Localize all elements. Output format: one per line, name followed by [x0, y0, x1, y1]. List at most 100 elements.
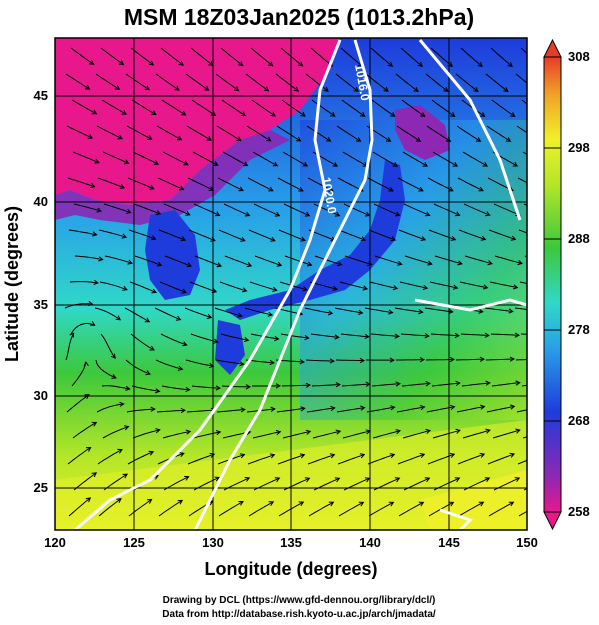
wind-streamline: [223, 477, 250, 491]
wind-streamline: [215, 359, 244, 365]
land-asia-purple: [55, 130, 290, 225]
wind-streamline: [521, 99, 527, 105]
wind-arrowhead: [358, 309, 364, 315]
wind-arrowhead: [96, 207, 103, 213]
wind-streamline: [215, 73, 239, 91]
wind-arrowhead: [328, 186, 334, 192]
wind-arrowhead: [424, 477, 431, 483]
wind-arrowhead: [123, 159, 130, 165]
wind-arrowhead: [455, 428, 461, 434]
wind-streamline: [95, 359, 117, 379]
wind-streamline: [191, 385, 220, 389]
wind-streamline: [338, 501, 364, 517]
wind-streamline: [281, 99, 306, 117]
wind-arrowhead: [183, 160, 189, 166]
wind-arrowhead: [328, 501, 335, 507]
wind-streamline: [367, 453, 395, 465]
wind-arrowhead: [237, 312, 243, 318]
wind-arrowhead: [263, 86, 270, 92]
wind-arrowhead: [514, 332, 521, 338]
wind-streamline: [404, 255, 432, 265]
wind-arrowhead: [209, 452, 216, 458]
korea: [145, 210, 200, 300]
wind-arrowhead: [300, 111, 306, 117]
wind-arrowhead: [334, 477, 341, 483]
wind-arrowhead: [485, 380, 491, 386]
wind-arrowhead: [510, 235, 517, 241]
wind-arrowhead: [337, 261, 343, 267]
wind-arrowhead: [90, 182, 96, 188]
wind-streamline: [248, 229, 276, 242]
wind-arrowhead: [355, 136, 362, 142]
wind-streamline: [281, 384, 311, 387]
wind-streamline: [398, 229, 426, 241]
wind-streamline: [314, 255, 342, 266]
wind-streamline: [132, 151, 159, 165]
credit-dcl: Drawing by DCL (https://www.gfd-dennou.o…: [163, 595, 436, 606]
colorbar-top-arrow: [543, 38, 562, 58]
y-tick-label: 25: [34, 480, 48, 495]
wind-streamline: [156, 125, 182, 141]
wind-arrowhead: [214, 476, 220, 482]
wind-streamline: [224, 255, 252, 267]
wind-arrowhead: [418, 309, 424, 315]
wind-arrowhead: [274, 335, 280, 342]
wind-streamline: [214, 307, 242, 317]
wind-arrowhead: [238, 186, 244, 192]
wind-arrowhead: [91, 421, 98, 427]
wind-streamline: [278, 501, 304, 517]
wind-arrowhead: [267, 311, 274, 317]
wind-arrowhead: [395, 429, 402, 435]
wind-streamline: [97, 177, 125, 189]
wind-arrowhead: [420, 405, 426, 411]
wind-streamline: [340, 333, 369, 338]
wind-arrowhead: [206, 313, 213, 319]
wind-arrowhead: [121, 233, 128, 239]
wind-arrowhead: [479, 452, 486, 458]
wind-streamline: [433, 203, 460, 216]
wind-arrowhead: [424, 333, 430, 339]
wind-arrowhead: [508, 308, 514, 314]
wind-arrowhead: [367, 260, 373, 266]
wind-streamline: [69, 281, 98, 284]
wind-arrowhead: [365, 429, 372, 435]
wind-arrowhead: [117, 448, 123, 454]
wind-streamline: [129, 281, 157, 293]
wind-arrowhead: [148, 60, 155, 66]
wind-arrowhead: [478, 308, 484, 314]
wind-streamline: [459, 281, 488, 289]
colorbar-bottom-arrow: [543, 511, 562, 531]
wind-arrowhead: [240, 407, 246, 413]
contour-1020: [74, 39, 342, 530]
wind-arrowhead: [119, 183, 126, 189]
wind-arrowhead: [241, 287, 248, 293]
wind-streamline: [245, 73, 269, 92]
wind-arrowhead: [240, 236, 246, 242]
wind-streamline: [516, 125, 527, 134]
wind-streamline: [284, 255, 312, 266]
y-tick-label: 35: [34, 297, 48, 312]
wind-streamline: [99, 281, 128, 291]
wind-streamline: [365, 73, 389, 92]
wind-streamline: [97, 449, 123, 465]
wind-arrowhead: [427, 260, 433, 266]
wind-streamline: [430, 333, 459, 337]
wind-streamline: [460, 47, 483, 67]
credit-data-source: Data from http://database.rish.kyoto-u.a…: [162, 609, 436, 620]
wind-streamline: [458, 229, 486, 240]
wind-streamline: [489, 281, 518, 289]
wind-arrowhead: [508, 501, 515, 507]
wind-arrowhead: [270, 406, 276, 412]
wind-streamline: [131, 385, 160, 392]
wind-streamline: [394, 307, 423, 313]
wind-streamline: [396, 125, 421, 142]
wind-arrowhead: [394, 477, 401, 483]
wind-streamline: [433, 477, 460, 491]
wind-streamline: [184, 307, 212, 319]
wind-streamline: [491, 99, 515, 117]
wind-arrowhead: [485, 428, 491, 434]
wind-arrowhead: [482, 284, 489, 290]
wind-streamline: [336, 407, 365, 413]
wind-arrowhead: [180, 407, 186, 414]
